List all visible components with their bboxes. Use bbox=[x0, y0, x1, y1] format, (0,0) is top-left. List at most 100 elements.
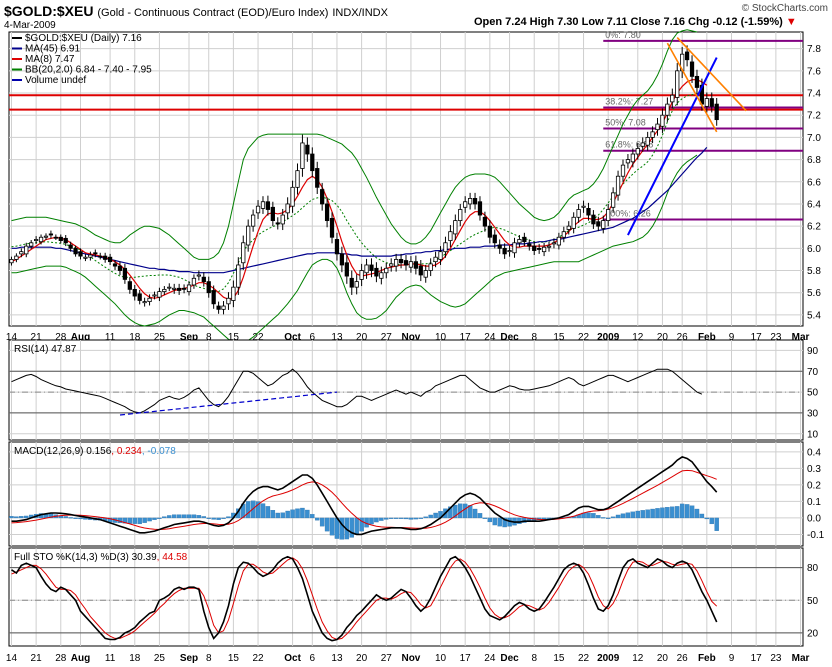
candle-body bbox=[265, 201, 271, 210]
candle bbox=[73, 245, 78, 257]
price-y-tick-label: 5.4 bbox=[807, 310, 821, 321]
panel-frame bbox=[8, 547, 804, 647]
x-tick-label: 23 bbox=[770, 653, 782, 664]
candle bbox=[177, 283, 182, 295]
x-tick-label: 12 bbox=[632, 332, 644, 343]
x-tick-label: 22 bbox=[578, 332, 590, 343]
macd-histogram-bar bbox=[157, 517, 162, 519]
x-tick-label: 28 bbox=[55, 653, 67, 664]
candle bbox=[689, 55, 695, 84]
macd-histogram-bar bbox=[265, 506, 271, 519]
x-tick-label: 25 bbox=[154, 332, 166, 343]
candle bbox=[270, 201, 275, 227]
candle bbox=[211, 285, 216, 309]
macd-histogram-bar bbox=[517, 517, 522, 524]
candle bbox=[324, 197, 330, 228]
candle bbox=[418, 259, 423, 282]
candle bbox=[581, 200, 586, 213]
macd-histogram-bar bbox=[78, 517, 83, 520]
candle bbox=[255, 200, 261, 219]
macd-histogram-bar bbox=[709, 517, 714, 525]
macd-histogram-bar bbox=[329, 517, 335, 536]
candle bbox=[265, 195, 271, 216]
x-tick-label: 15 bbox=[553, 332, 565, 343]
x-tick-label: 25 bbox=[154, 653, 166, 664]
candle bbox=[250, 209, 256, 232]
candle bbox=[14, 253, 19, 263]
macd-histogram-bar bbox=[596, 515, 601, 519]
legend-label: MA(45) 6.91 bbox=[25, 44, 80, 55]
macd-histogram-bar bbox=[423, 516, 428, 519]
macd-histogram-bar bbox=[354, 517, 359, 535]
candle-body bbox=[152, 294, 157, 297]
candle-body bbox=[73, 247, 78, 255]
macd-histogram-bar bbox=[694, 508, 700, 519]
candle bbox=[369, 258, 374, 278]
candle-body bbox=[413, 261, 418, 269]
fib-level-label: 61.8%: 6.88 bbox=[605, 140, 653, 150]
macd-histogram-bar bbox=[24, 515, 29, 519]
candle-body bbox=[655, 123, 660, 131]
candle-body bbox=[541, 246, 547, 253]
macd-histogram-bar bbox=[408, 517, 414, 520]
x-tick-label: 23 bbox=[770, 332, 782, 343]
macd-legend: MACD(12,26,9) 0.156, 0.234, -0.078 bbox=[14, 446, 176, 457]
x-tick-label: 15 bbox=[228, 332, 240, 343]
x-tick-label: 21 bbox=[31, 653, 43, 664]
x-tick-label: 8 bbox=[531, 653, 537, 664]
x-tick-label: 6 bbox=[310, 653, 316, 664]
x-tick-label: 2009 bbox=[597, 653, 620, 664]
candle-body bbox=[403, 260, 409, 266]
candle bbox=[556, 232, 562, 250]
sto-y-tick-label: 50 bbox=[807, 596, 819, 607]
ma45-line bbox=[11, 147, 708, 274]
candle-body bbox=[196, 274, 201, 277]
candle bbox=[206, 276, 211, 298]
candle-body bbox=[53, 236, 58, 239]
candle bbox=[467, 192, 473, 210]
sto-d-line bbox=[11, 557, 718, 641]
candle bbox=[142, 297, 147, 307]
candle-body bbox=[127, 281, 132, 290]
x-tick-label: Dec bbox=[500, 332, 519, 343]
candle bbox=[58, 234, 63, 244]
candle-body bbox=[19, 251, 24, 255]
candle bbox=[78, 248, 83, 260]
candle bbox=[714, 98, 719, 126]
candle bbox=[152, 291, 157, 300]
candle bbox=[561, 226, 566, 243]
macd-histogram-bar bbox=[428, 514, 433, 519]
channel-upper-line bbox=[676, 36, 747, 112]
macd-histogram bbox=[9, 500, 719, 540]
x-tick-label: 22 bbox=[252, 653, 264, 664]
candle-body bbox=[487, 225, 492, 238]
candle-body bbox=[492, 234, 497, 244]
candle-body bbox=[566, 225, 571, 230]
candle-body bbox=[107, 256, 113, 263]
macd-histogram-bar bbox=[324, 517, 330, 532]
candle bbox=[630, 148, 635, 168]
candle bbox=[226, 292, 231, 310]
candle-body bbox=[201, 276, 206, 283]
candle bbox=[29, 240, 34, 249]
candle-body bbox=[172, 287, 177, 290]
candle bbox=[329, 212, 335, 244]
macd-histogram-bar bbox=[379, 517, 384, 521]
macd-histogram-bar bbox=[9, 516, 14, 519]
x-tick-label: 28 bbox=[55, 332, 67, 343]
candle bbox=[596, 216, 601, 232]
candle bbox=[591, 210, 596, 229]
macd-histogram-bar bbox=[285, 510, 290, 519]
symbol-description: (Gold - Continuous Contract (EOD)/Euro I… bbox=[97, 7, 329, 19]
candle-body bbox=[709, 98, 714, 107]
candle-body bbox=[428, 263, 433, 271]
candle bbox=[339, 246, 345, 273]
macd-histogram-bar bbox=[645, 509, 650, 519]
ma8-line bbox=[11, 79, 708, 301]
candle bbox=[359, 263, 364, 287]
rsi-y-tick-label: 90 bbox=[807, 346, 819, 357]
x-tick-label: 11 bbox=[105, 332, 116, 343]
x-tick-label: 18 bbox=[129, 653, 141, 664]
candle bbox=[349, 270, 354, 295]
